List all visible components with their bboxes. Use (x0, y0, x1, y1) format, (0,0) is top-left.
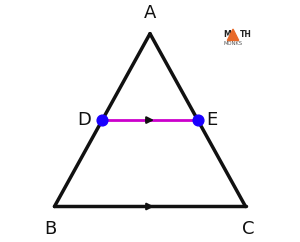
Text: M: M (223, 30, 230, 39)
Point (195, 118, 200, 122)
Text: A: A (144, 4, 156, 22)
Polygon shape (227, 29, 239, 40)
Point (100, 118, 105, 122)
Text: E: E (206, 111, 217, 129)
Text: MONKS: MONKS (224, 41, 243, 46)
Text: C: C (242, 220, 254, 238)
Text: D: D (77, 111, 91, 129)
Text: TH: TH (240, 30, 252, 39)
Text: B: B (44, 220, 56, 238)
